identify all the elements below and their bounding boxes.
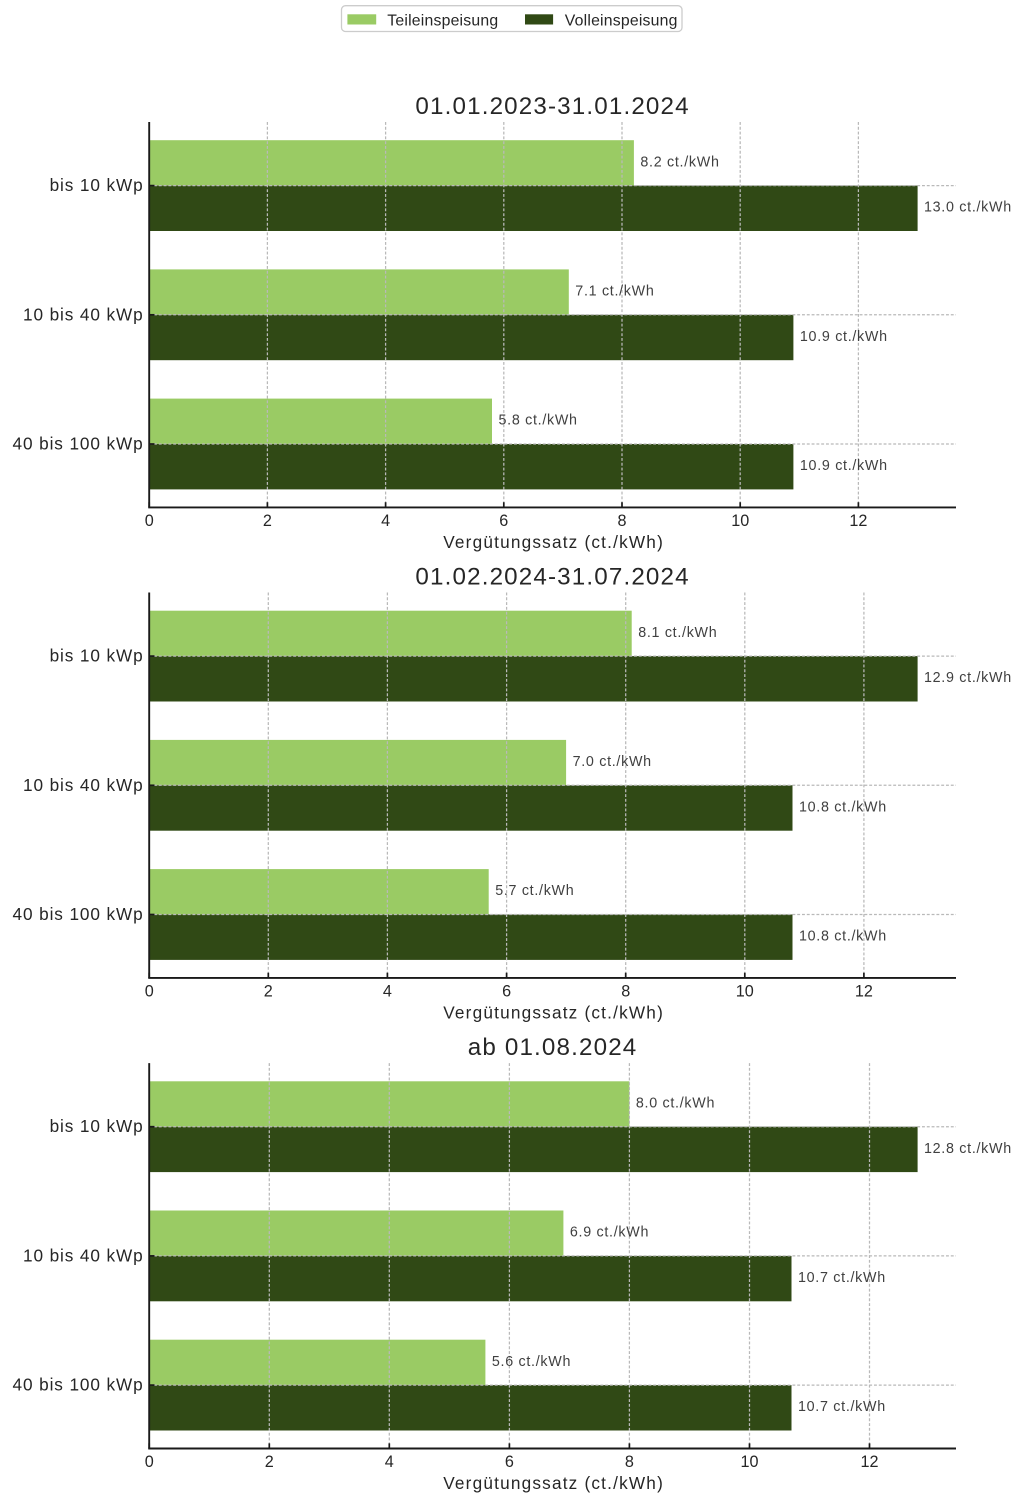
svg-text:Vergütungssatz (ct./kWh): Vergütungssatz (ct./kWh) [443,1473,664,1493]
svg-text:8.0 ct./kWh: 8.0 ct./kWh [636,1095,715,1111]
svg-text:6: 6 [499,512,508,530]
svg-text:5.7 ct./kWh: 5.7 ct./kWh [495,883,574,899]
svg-text:10.9 ct./kWh: 10.9 ct./kWh [800,329,888,345]
svg-text:12: 12 [855,983,873,1001]
svg-text:4: 4 [383,983,392,1001]
svg-text:2: 2 [263,512,272,530]
svg-text:6: 6 [505,1453,514,1471]
svg-text:40 bis 100 kWp: 40 bis 100 kWp [13,904,144,924]
svg-text:10: 10 [731,512,749,530]
svg-text:6.9 ct./kWh: 6.9 ct./kWh [570,1225,649,1241]
svg-text:10: 10 [736,983,754,1001]
svg-text:10 bis 40 kWp: 10 bis 40 kWp [23,1245,144,1265]
svg-text:40 bis 100 kWp: 40 bis 100 kWp [13,434,144,454]
svg-text:10.9 ct./kWh: 10.9 ct./kWh [800,458,888,474]
svg-text:13.0 ct./kWh: 13.0 ct./kWh [924,200,1012,216]
svg-text:40 bis 100 kWp: 40 bis 100 kWp [13,1375,144,1395]
svg-text:0: 0 [145,983,154,1001]
svg-text:10.8 ct./kWh: 10.8 ct./kWh [799,799,887,815]
svg-text:10 bis 40 kWp: 10 bis 40 kWp [23,304,144,324]
svg-text:ab 01.08.2024: ab 01.08.2024 [468,1034,638,1061]
svg-text:12.9 ct./kWh: 12.9 ct./kWh [924,670,1012,686]
svg-text:8.2 ct./kWh: 8.2 ct./kWh [640,154,719,170]
svg-text:6: 6 [502,983,511,1001]
svg-text:Vergütungssatz (ct./kWh): Vergütungssatz (ct./kWh) [443,1002,664,1022]
svg-text:bis 10 kWp: bis 10 kWp [50,1116,144,1136]
svg-text:2: 2 [264,983,273,1001]
svg-text:8: 8 [625,1453,634,1471]
svg-text:10 bis 40 kWp: 10 bis 40 kWp [23,775,144,795]
svg-text:12.8 ct./kWh: 12.8 ct./kWh [924,1141,1012,1157]
svg-text:2: 2 [265,1453,274,1471]
svg-text:Volleinspeisung: Volleinspeisung [565,12,678,29]
svg-text:12: 12 [849,512,867,530]
svg-text:Teileinspeisung: Teileinspeisung [387,12,498,29]
svg-text:0: 0 [145,1453,154,1471]
svg-text:01.01.2023-31.01.2024: 01.01.2023-31.01.2024 [415,93,689,120]
svg-text:7.0 ct./kWh: 7.0 ct./kWh [573,754,652,770]
svg-text:Vergütungssatz (ct./kWh): Vergütungssatz (ct./kWh) [443,532,664,552]
svg-text:5.8 ct./kWh: 5.8 ct./kWh [499,413,578,429]
svg-text:01.02.2024-31.07.2024: 01.02.2024-31.07.2024 [415,564,689,591]
svg-text:8.1 ct./kWh: 8.1 ct./kWh [638,625,717,641]
svg-text:4: 4 [385,1453,394,1471]
svg-text:8: 8 [621,983,630,1001]
svg-text:4: 4 [381,512,390,530]
svg-text:bis 10 kWp: bis 10 kWp [50,175,144,195]
svg-text:7.1 ct./kWh: 7.1 ct./kWh [575,284,654,300]
svg-text:10.8 ct./kWh: 10.8 ct./kWh [799,929,887,945]
svg-text:10: 10 [740,1453,758,1471]
svg-text:8: 8 [617,512,626,530]
svg-text:0: 0 [145,512,154,530]
svg-text:bis 10 kWp: bis 10 kWp [50,646,144,666]
svg-text:10.7 ct./kWh: 10.7 ct./kWh [798,1399,886,1415]
svg-text:5.6 ct./kWh: 5.6 ct./kWh [492,1354,571,1370]
svg-text:12: 12 [860,1453,878,1471]
svg-text:10.7 ct./kWh: 10.7 ct./kWh [798,1270,886,1286]
